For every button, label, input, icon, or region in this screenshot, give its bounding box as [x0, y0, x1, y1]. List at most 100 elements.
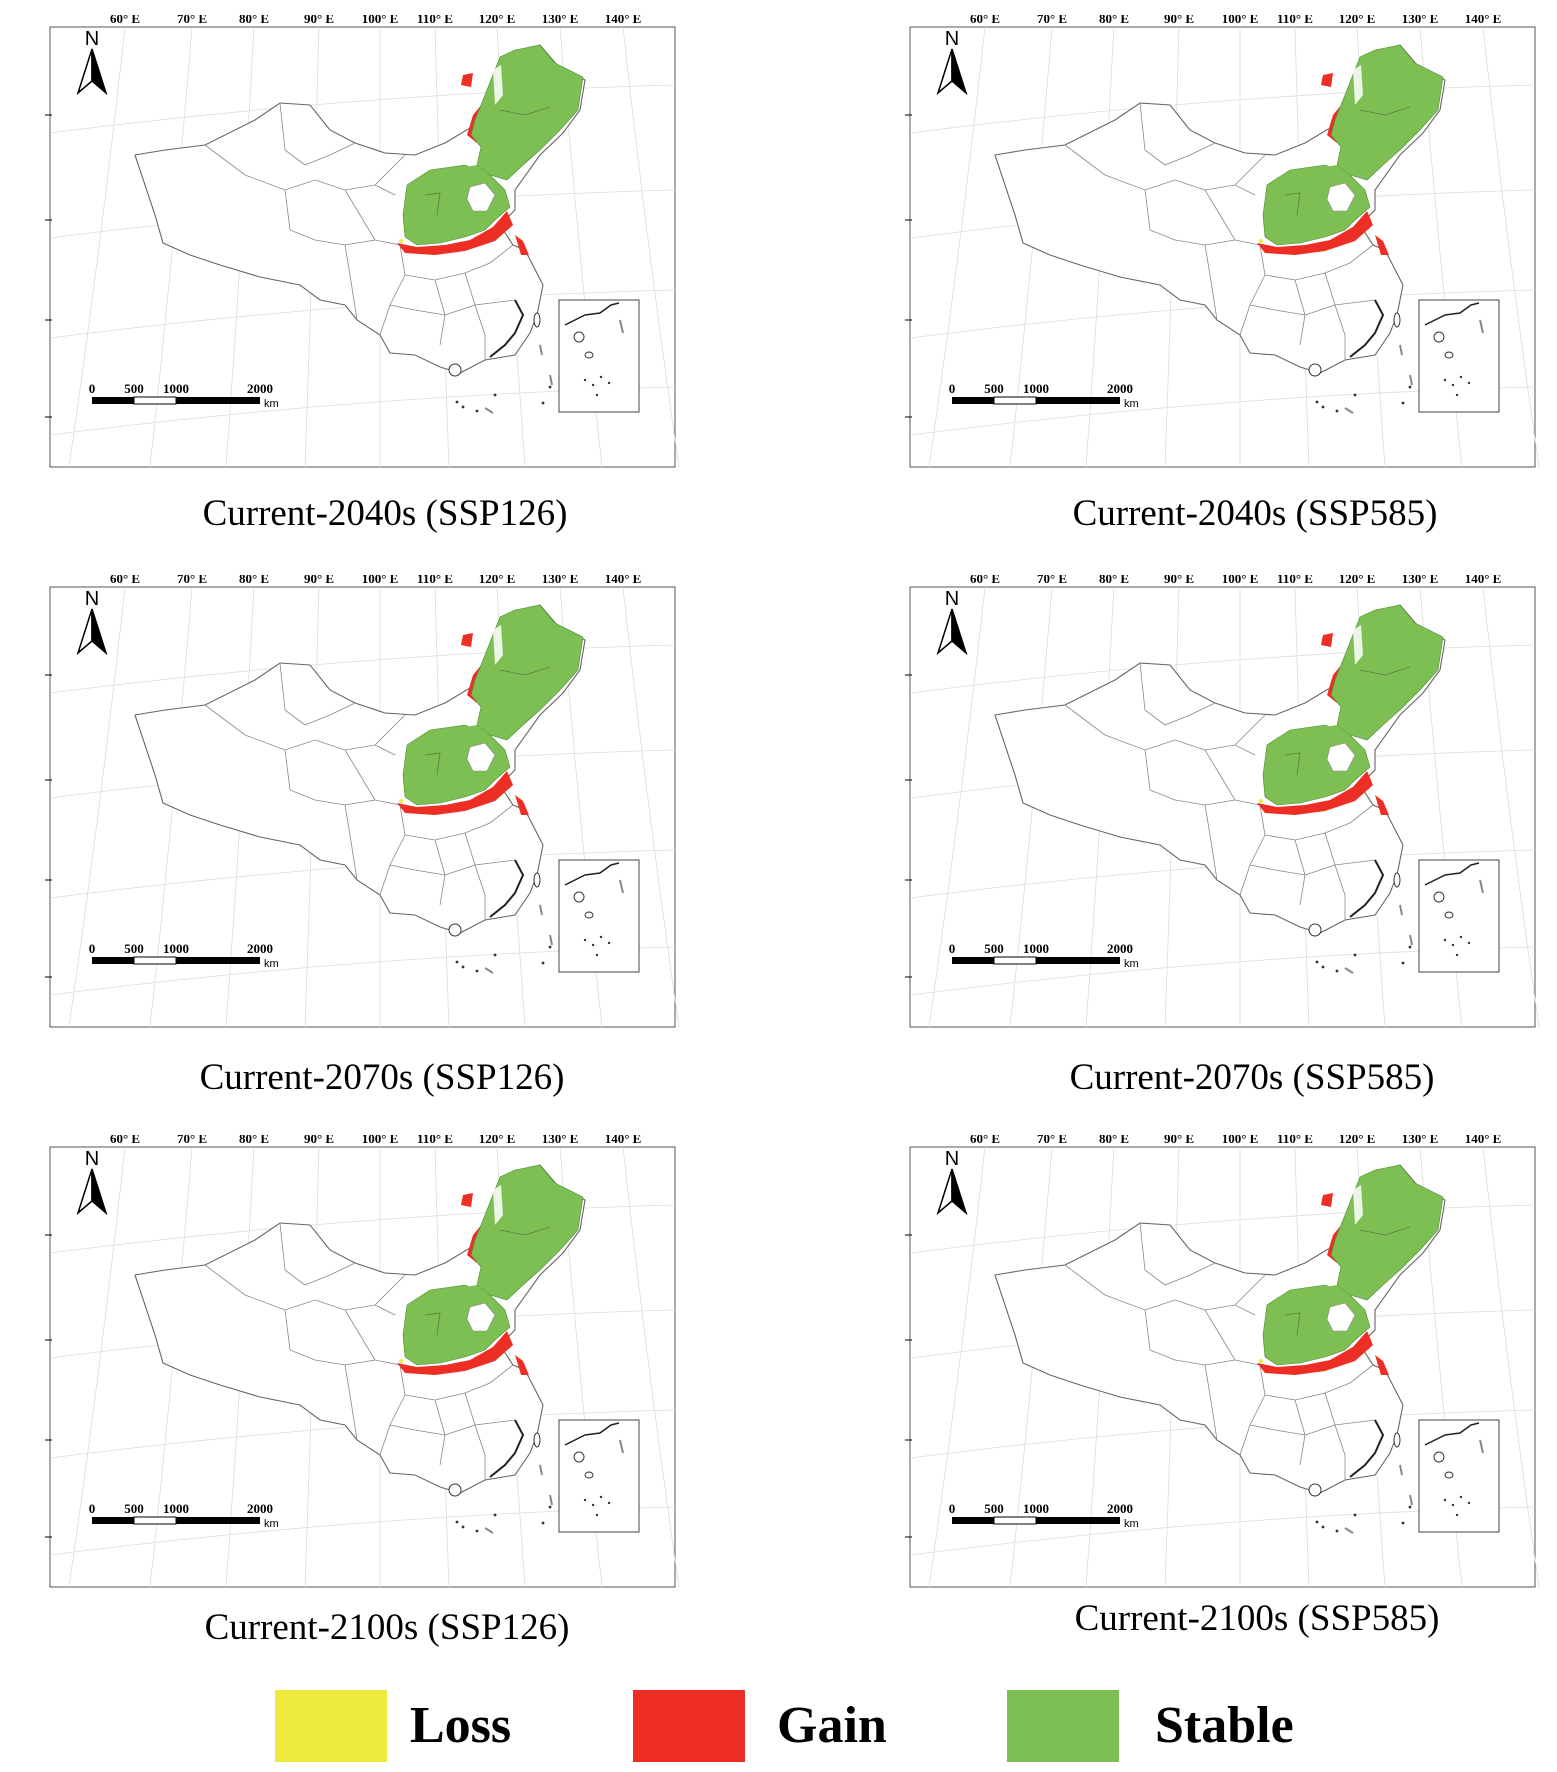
inset-frame — [558, 859, 640, 973]
lon-label: 80° E — [1099, 575, 1129, 586]
province-boundary — [1239, 1364, 1266, 1456]
meridian-line — [68, 586, 126, 1028]
lon-label: 130° E — [1402, 15, 1439, 26]
stable-area — [1325, 725, 1350, 735]
inset-island — [1444, 911, 1454, 919]
lon-label: 120° E — [479, 575, 516, 586]
map-panel-2100s-ssp585: 60° E 70° E 80° E 90° E 100° E 110° E 120° E 13… — [905, 1135, 1545, 1655]
nine-dash-line — [1344, 967, 1354, 974]
inset-island-dot — [1455, 1513, 1459, 1517]
scale-label: 500 — [984, 941, 1004, 956]
lon-label: 140° E — [1465, 1135, 1502, 1146]
lon-label: 90° E — [1164, 15, 1194, 26]
meridian-line — [622, 586, 680, 1028]
lon-label: 80° E — [1099, 15, 1129, 26]
inset-coastline — [1424, 862, 1480, 886]
non-suitable-area — [466, 182, 496, 212]
lon-label: 100° E — [362, 15, 399, 26]
province-boundary — [379, 804, 406, 896]
province-boundary — [1144, 189, 1261, 246]
inset-island — [584, 351, 594, 359]
scale-label: 2000 — [1107, 1501, 1133, 1516]
non-suitable-area — [466, 742, 496, 772]
caption-2100s-ssp585: Current-2100s (SSP585) — [1074, 1598, 1440, 1639]
map-svg: 60° E 70° E 80° E 90° E 100° E 110° E 120° E 13… — [905, 1135, 1540, 1588]
legend-label-stable: Stable — [1155, 1697, 1294, 1754]
gain-area — [1257, 211, 1373, 255]
inset-island-dot — [595, 1513, 599, 1517]
north-arrow-icon: N — [76, 28, 108, 96]
inset-island — [573, 331, 585, 343]
lon-label: 70° E — [1037, 575, 1067, 586]
inset-coastline — [1424, 302, 1480, 326]
scale-label: 0 — [89, 1501, 96, 1516]
stable-area — [1325, 165, 1350, 175]
island-dot — [455, 1520, 459, 1524]
parallel-line — [49, 1204, 676, 1254]
inset-island-dot — [1443, 378, 1447, 382]
province-boundary — [374, 714, 406, 746]
inset-island-dot — [583, 938, 587, 942]
island-dot — [1321, 405, 1325, 409]
province-boundary — [1139, 102, 1216, 166]
scale-label: 500 — [124, 381, 144, 396]
island-dot — [1315, 1520, 1319, 1524]
legend-label-loss: Loss — [410, 1697, 512, 1754]
scale-segment — [176, 397, 260, 404]
scale-segment — [133, 396, 177, 405]
nine-dash-line — [1344, 1527, 1354, 1534]
province-boundary — [279, 662, 356, 726]
island-hainan — [448, 923, 462, 937]
province-boundary — [379, 244, 406, 336]
province-boundary — [279, 1222, 356, 1286]
gain-area — [1257, 1331, 1373, 1375]
inset-island — [584, 1471, 594, 1479]
gain-area — [1257, 771, 1373, 815]
island-dot — [493, 1513, 497, 1517]
gain-area — [397, 211, 513, 255]
province-boundary — [1144, 1309, 1261, 1366]
island-dot — [1335, 409, 1339, 413]
scale-label: 2000 — [247, 1501, 273, 1516]
inset-coastline — [564, 302, 620, 326]
lon-label: 130° E — [1402, 575, 1439, 586]
inset-island — [1433, 1451, 1445, 1463]
lon-label: 60° E — [110, 15, 140, 26]
scale-segment — [993, 1516, 1037, 1525]
province-boundary — [1284, 192, 1301, 216]
nine-dash-line — [484, 407, 494, 414]
parallel-line — [909, 84, 1536, 134]
gain-area — [1321, 1193, 1333, 1207]
scale-unit: km — [264, 398, 279, 410]
inset-island-dot — [1443, 938, 1447, 942]
island-dot — [1401, 961, 1405, 965]
province-boundary — [1284, 1312, 1301, 1336]
coastline — [1349, 1419, 1385, 1478]
inset-island-dot — [1455, 393, 1459, 397]
gain-area — [397, 1331, 513, 1375]
island-dot — [461, 405, 465, 409]
gain-area — [515, 1355, 529, 1375]
inset-island-dot — [599, 935, 603, 939]
province-boundary — [1204, 244, 1218, 321]
inset-island-dot — [591, 383, 595, 387]
non-suitable-area — [493, 65, 503, 105]
loss-area — [1259, 239, 1263, 243]
nine-dash-line — [549, 1494, 553, 1506]
scale-label: 0 — [949, 1501, 956, 1516]
scale-segment — [952, 957, 994, 964]
scale-unit: km — [264, 1518, 279, 1530]
province-boundary — [464, 272, 486, 360]
province-boundary — [1359, 1226, 1411, 1236]
island-dot — [1408, 385, 1412, 389]
parallel-line — [909, 644, 1536, 694]
scale-label: 500 — [124, 1501, 144, 1516]
inset-island-dot — [1467, 941, 1471, 945]
province-boundary — [424, 192, 441, 216]
lon-label: 80° E — [1099, 1135, 1129, 1146]
meridian-line — [68, 26, 126, 468]
lon-label: 110° E — [1277, 15, 1313, 26]
island-dot — [1321, 1525, 1325, 1529]
gain-area — [397, 771, 513, 815]
province-boundary — [444, 299, 516, 316]
